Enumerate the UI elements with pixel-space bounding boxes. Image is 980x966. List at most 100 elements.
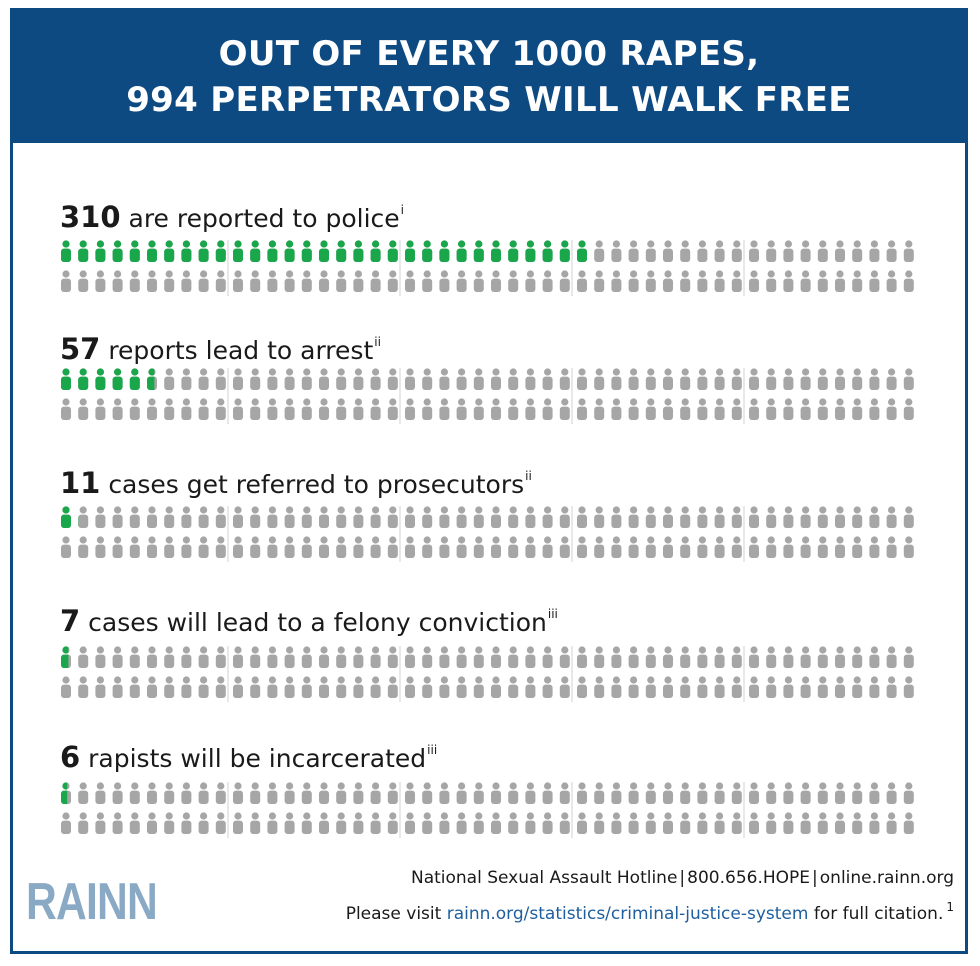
row-value: 310 bbox=[60, 200, 121, 234]
citation-line: Please visit rainn.org/statistics/crimin… bbox=[346, 900, 954, 924]
person-icon bbox=[663, 646, 673, 668]
hotline-site[interactable]: online.rainn.org bbox=[819, 868, 954, 888]
person-icon bbox=[439, 536, 450, 558]
person-icon bbox=[835, 270, 845, 292]
person-icon bbox=[611, 782, 622, 804]
person-icon bbox=[215, 270, 226, 292]
person-icon bbox=[817, 782, 828, 804]
person-icon bbox=[577, 536, 587, 558]
person-icon bbox=[147, 270, 157, 292]
person-icon bbox=[680, 782, 691, 804]
person-icon bbox=[181, 240, 192, 262]
person-icon bbox=[370, 398, 381, 420]
person-icon bbox=[198, 506, 209, 528]
person-icon bbox=[439, 812, 450, 834]
person-icon bbox=[336, 782, 347, 804]
person-icon bbox=[869, 812, 880, 834]
person-icon bbox=[594, 398, 605, 420]
person-icon bbox=[301, 676, 312, 698]
person-icon bbox=[284, 398, 295, 420]
person-icon bbox=[800, 240, 811, 262]
person-icon bbox=[284, 676, 295, 698]
citation-link[interactable]: rainn.org/statistics/criminal-justice-sy… bbox=[446, 904, 809, 924]
person-icon bbox=[645, 270, 656, 292]
person-icon bbox=[181, 398, 192, 420]
person-icon bbox=[439, 506, 450, 528]
person-icon bbox=[405, 782, 415, 804]
person-icon bbox=[250, 782, 261, 804]
person-icon bbox=[78, 398, 89, 420]
person-icon bbox=[594, 368, 605, 390]
person-icon bbox=[886, 270, 897, 292]
person-icon bbox=[387, 676, 398, 698]
person-icon bbox=[714, 506, 725, 528]
person-icon bbox=[112, 240, 123, 262]
person-icon bbox=[817, 506, 828, 528]
person-icon bbox=[680, 240, 691, 262]
person-icon bbox=[456, 676, 467, 698]
person-icon bbox=[336, 398, 347, 420]
person-icon bbox=[611, 270, 622, 292]
person-icon bbox=[645, 782, 656, 804]
person-icon bbox=[491, 506, 501, 528]
person-icon bbox=[301, 240, 312, 262]
person-icon bbox=[112, 782, 123, 804]
row-title-conviction: 7 cases will lead to a felony conviction… bbox=[60, 604, 558, 638]
person-icon bbox=[852, 270, 863, 292]
person-icon bbox=[697, 676, 708, 698]
person-icon bbox=[714, 646, 725, 668]
person-icon bbox=[164, 270, 175, 292]
person-icon bbox=[370, 782, 381, 804]
person-icon bbox=[903, 536, 914, 558]
person-icon bbox=[387, 506, 398, 528]
person-icon bbox=[766, 240, 777, 262]
person-icon bbox=[112, 812, 123, 834]
person-icon bbox=[353, 646, 364, 668]
person-icon bbox=[663, 240, 673, 262]
person-icon bbox=[473, 646, 484, 668]
person-icon bbox=[95, 536, 106, 558]
person-icon bbox=[405, 506, 415, 528]
person-icon bbox=[215, 812, 226, 834]
person-icon bbox=[233, 676, 243, 698]
person-icon bbox=[95, 240, 106, 262]
person-icon bbox=[835, 398, 845, 420]
person-icon bbox=[817, 240, 828, 262]
person-icon bbox=[697, 240, 708, 262]
person-icon bbox=[886, 782, 897, 804]
person-icon bbox=[61, 270, 71, 292]
person-icon bbox=[628, 646, 639, 668]
person-icon bbox=[749, 782, 759, 804]
person-icon bbox=[405, 240, 415, 262]
person-icon bbox=[783, 646, 794, 668]
row-note: ii bbox=[374, 335, 381, 349]
person-icon bbox=[456, 536, 467, 558]
person-icon bbox=[439, 646, 450, 668]
person-icon bbox=[783, 812, 794, 834]
person-icon bbox=[95, 270, 106, 292]
person-icon bbox=[508, 536, 519, 558]
person-icon bbox=[869, 646, 880, 668]
person-icon bbox=[422, 812, 433, 834]
person-icon bbox=[800, 676, 811, 698]
person-icon bbox=[817, 812, 828, 834]
person-icon bbox=[198, 270, 209, 292]
person-icon bbox=[301, 782, 312, 804]
person-icon bbox=[284, 506, 295, 528]
person-icon bbox=[886, 676, 897, 698]
person-icon bbox=[456, 506, 467, 528]
person-icon bbox=[147, 646, 157, 668]
person-icon bbox=[181, 270, 192, 292]
row-label: cases get referred to prosecutors bbox=[108, 470, 525, 499]
person-icon bbox=[370, 506, 381, 528]
person-icon bbox=[697, 398, 708, 420]
person-icon bbox=[439, 240, 450, 262]
person-icon bbox=[903, 398, 914, 420]
person-icon bbox=[78, 646, 89, 668]
person-icon bbox=[508, 506, 519, 528]
person-icon bbox=[491, 398, 501, 420]
person-icon bbox=[491, 240, 501, 262]
hotline-phone[interactable]: 800.656.HOPE bbox=[687, 868, 811, 888]
person-icon bbox=[78, 676, 89, 698]
person-icon bbox=[559, 270, 570, 292]
